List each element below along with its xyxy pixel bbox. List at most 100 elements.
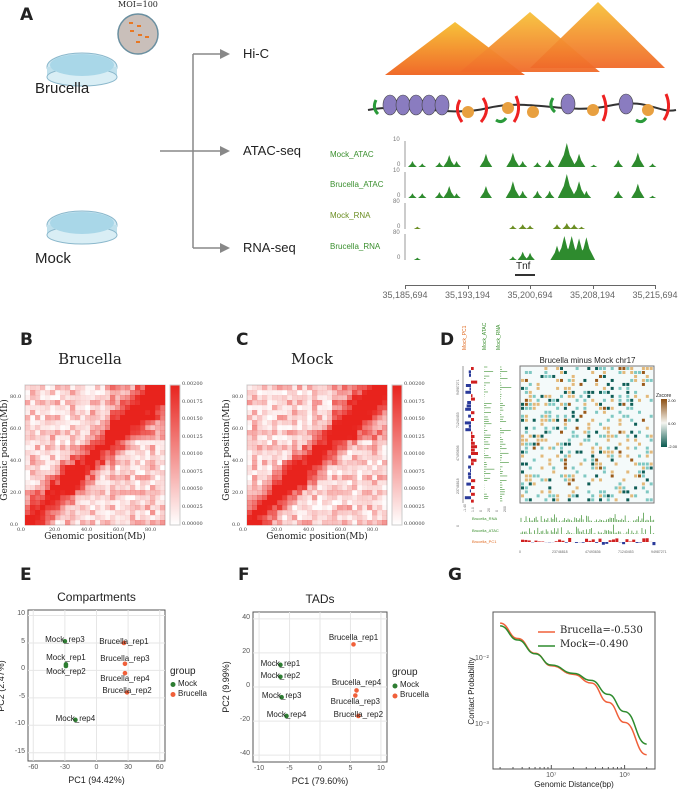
heatmap-cell — [317, 450, 323, 456]
pc1-bar — [471, 418, 475, 421]
diff-cell — [556, 426, 560, 430]
heatmap-cell — [322, 485, 328, 491]
heatmap-cell — [302, 400, 308, 406]
heatmap-cell — [312, 460, 318, 466]
signal-peak — [526, 225, 534, 229]
heatmap-cell — [80, 420, 86, 426]
heatmap-cell — [327, 495, 333, 501]
heatmap-cell — [60, 480, 66, 486]
heatmap-cell — [247, 520, 253, 526]
heatmap-cell — [155, 485, 161, 491]
point-label: Brucella_rep2 — [102, 686, 152, 696]
diff-cell — [606, 390, 610, 394]
heatmap-cell — [155, 435, 161, 441]
d-colorbar-tick: 2.00 — [668, 398, 676, 403]
heatmap-cell — [372, 480, 378, 486]
heatmap-cell — [287, 420, 293, 426]
heatmap-cell — [252, 475, 258, 481]
heatmap-cell — [150, 475, 156, 481]
heatmap-cell — [292, 515, 298, 521]
heatmap-cell — [35, 455, 41, 461]
heatmap-cell — [80, 395, 86, 401]
heatmap-cell — [125, 485, 131, 491]
heatmap-cell — [120, 480, 126, 486]
heatmap-cell — [55, 480, 61, 486]
heatmap-cell — [40, 480, 46, 486]
diff-cell — [579, 462, 583, 466]
heatmap-cell — [357, 410, 363, 416]
diff-cell — [606, 382, 610, 386]
heatmap-cell — [30, 475, 36, 481]
diff-cell — [528, 442, 532, 446]
heatmap-cell — [342, 450, 348, 456]
heatmap-cell — [247, 420, 253, 426]
track-ymax: 80 — [393, 199, 400, 205]
heatmap-cell — [257, 465, 263, 471]
diff-cell — [630, 402, 634, 406]
diff-cell — [618, 418, 622, 422]
heatmap-cell — [277, 400, 283, 406]
pc1-bar — [471, 394, 473, 398]
heatmap-cell — [60, 455, 66, 461]
heatmap-cell — [45, 415, 51, 421]
heatmap-cell — [130, 435, 136, 441]
heatmap-cell — [65, 500, 71, 506]
heatmap-cell — [65, 470, 71, 476]
heatmap-cell — [252, 510, 258, 516]
heatmap-cell — [337, 480, 343, 486]
heatmap-cell — [297, 470, 303, 476]
heatmap-cell — [302, 465, 308, 471]
heatmap-cell — [35, 510, 41, 516]
heatmap-cell — [120, 430, 126, 436]
heatmap-cell — [312, 500, 318, 506]
heatmap-cell — [262, 400, 268, 406]
heatmap-cell — [332, 470, 338, 476]
heatmap-cell — [272, 485, 278, 491]
heatmap-cell — [272, 405, 278, 411]
diff-cell — [556, 418, 560, 422]
x-tick: -10 — [254, 765, 265, 772]
heatmap-cell — [50, 490, 56, 496]
heatmap-cell — [342, 485, 348, 491]
diff-cell — [641, 370, 645, 374]
point-label: Mock_rep1 — [46, 653, 86, 663]
diff-cell — [610, 474, 614, 478]
heatmap-cell — [100, 385, 106, 391]
heatmap-cell — [372, 395, 378, 401]
heatmap-cell — [95, 505, 101, 511]
diff-cell — [536, 438, 540, 442]
heatmap-cell — [292, 480, 298, 486]
heatmap-cell — [332, 390, 338, 396]
heatmap-cell — [125, 410, 131, 416]
heatmap-cell — [372, 400, 378, 406]
heatmap-cell — [85, 490, 91, 496]
heatmap-cell — [80, 455, 86, 461]
heatmap-cell — [45, 490, 51, 496]
heatmap-cell — [140, 490, 146, 496]
diff-cell — [626, 386, 630, 390]
heatmap-cell — [145, 430, 151, 436]
heatmap-cell — [292, 450, 298, 456]
heatmap-cell — [145, 395, 151, 401]
legend-marker — [170, 682, 176, 687]
heatmap-cell — [70, 410, 76, 416]
heatmap-cell — [85, 475, 91, 481]
heatmap-cell — [357, 385, 363, 391]
signal-peak — [518, 224, 527, 229]
heatmap-cell — [105, 495, 111, 501]
heatmap-cell — [352, 485, 358, 491]
heatmap-cell — [272, 450, 278, 456]
heatmap-cell — [357, 450, 363, 456]
heatmap-cell — [110, 415, 116, 421]
heatmap-cell — [140, 385, 146, 391]
data-point — [63, 663, 69, 669]
diff-cell — [649, 450, 653, 454]
heatmap-cell — [80, 435, 86, 441]
diff-cell — [610, 458, 614, 462]
diff-cell — [563, 474, 567, 478]
heatmap-cell — [35, 465, 41, 471]
heatmap-cell — [262, 430, 268, 436]
diff-cell — [563, 478, 567, 482]
heatmap-cell — [257, 480, 263, 486]
diff-cell — [645, 454, 649, 458]
